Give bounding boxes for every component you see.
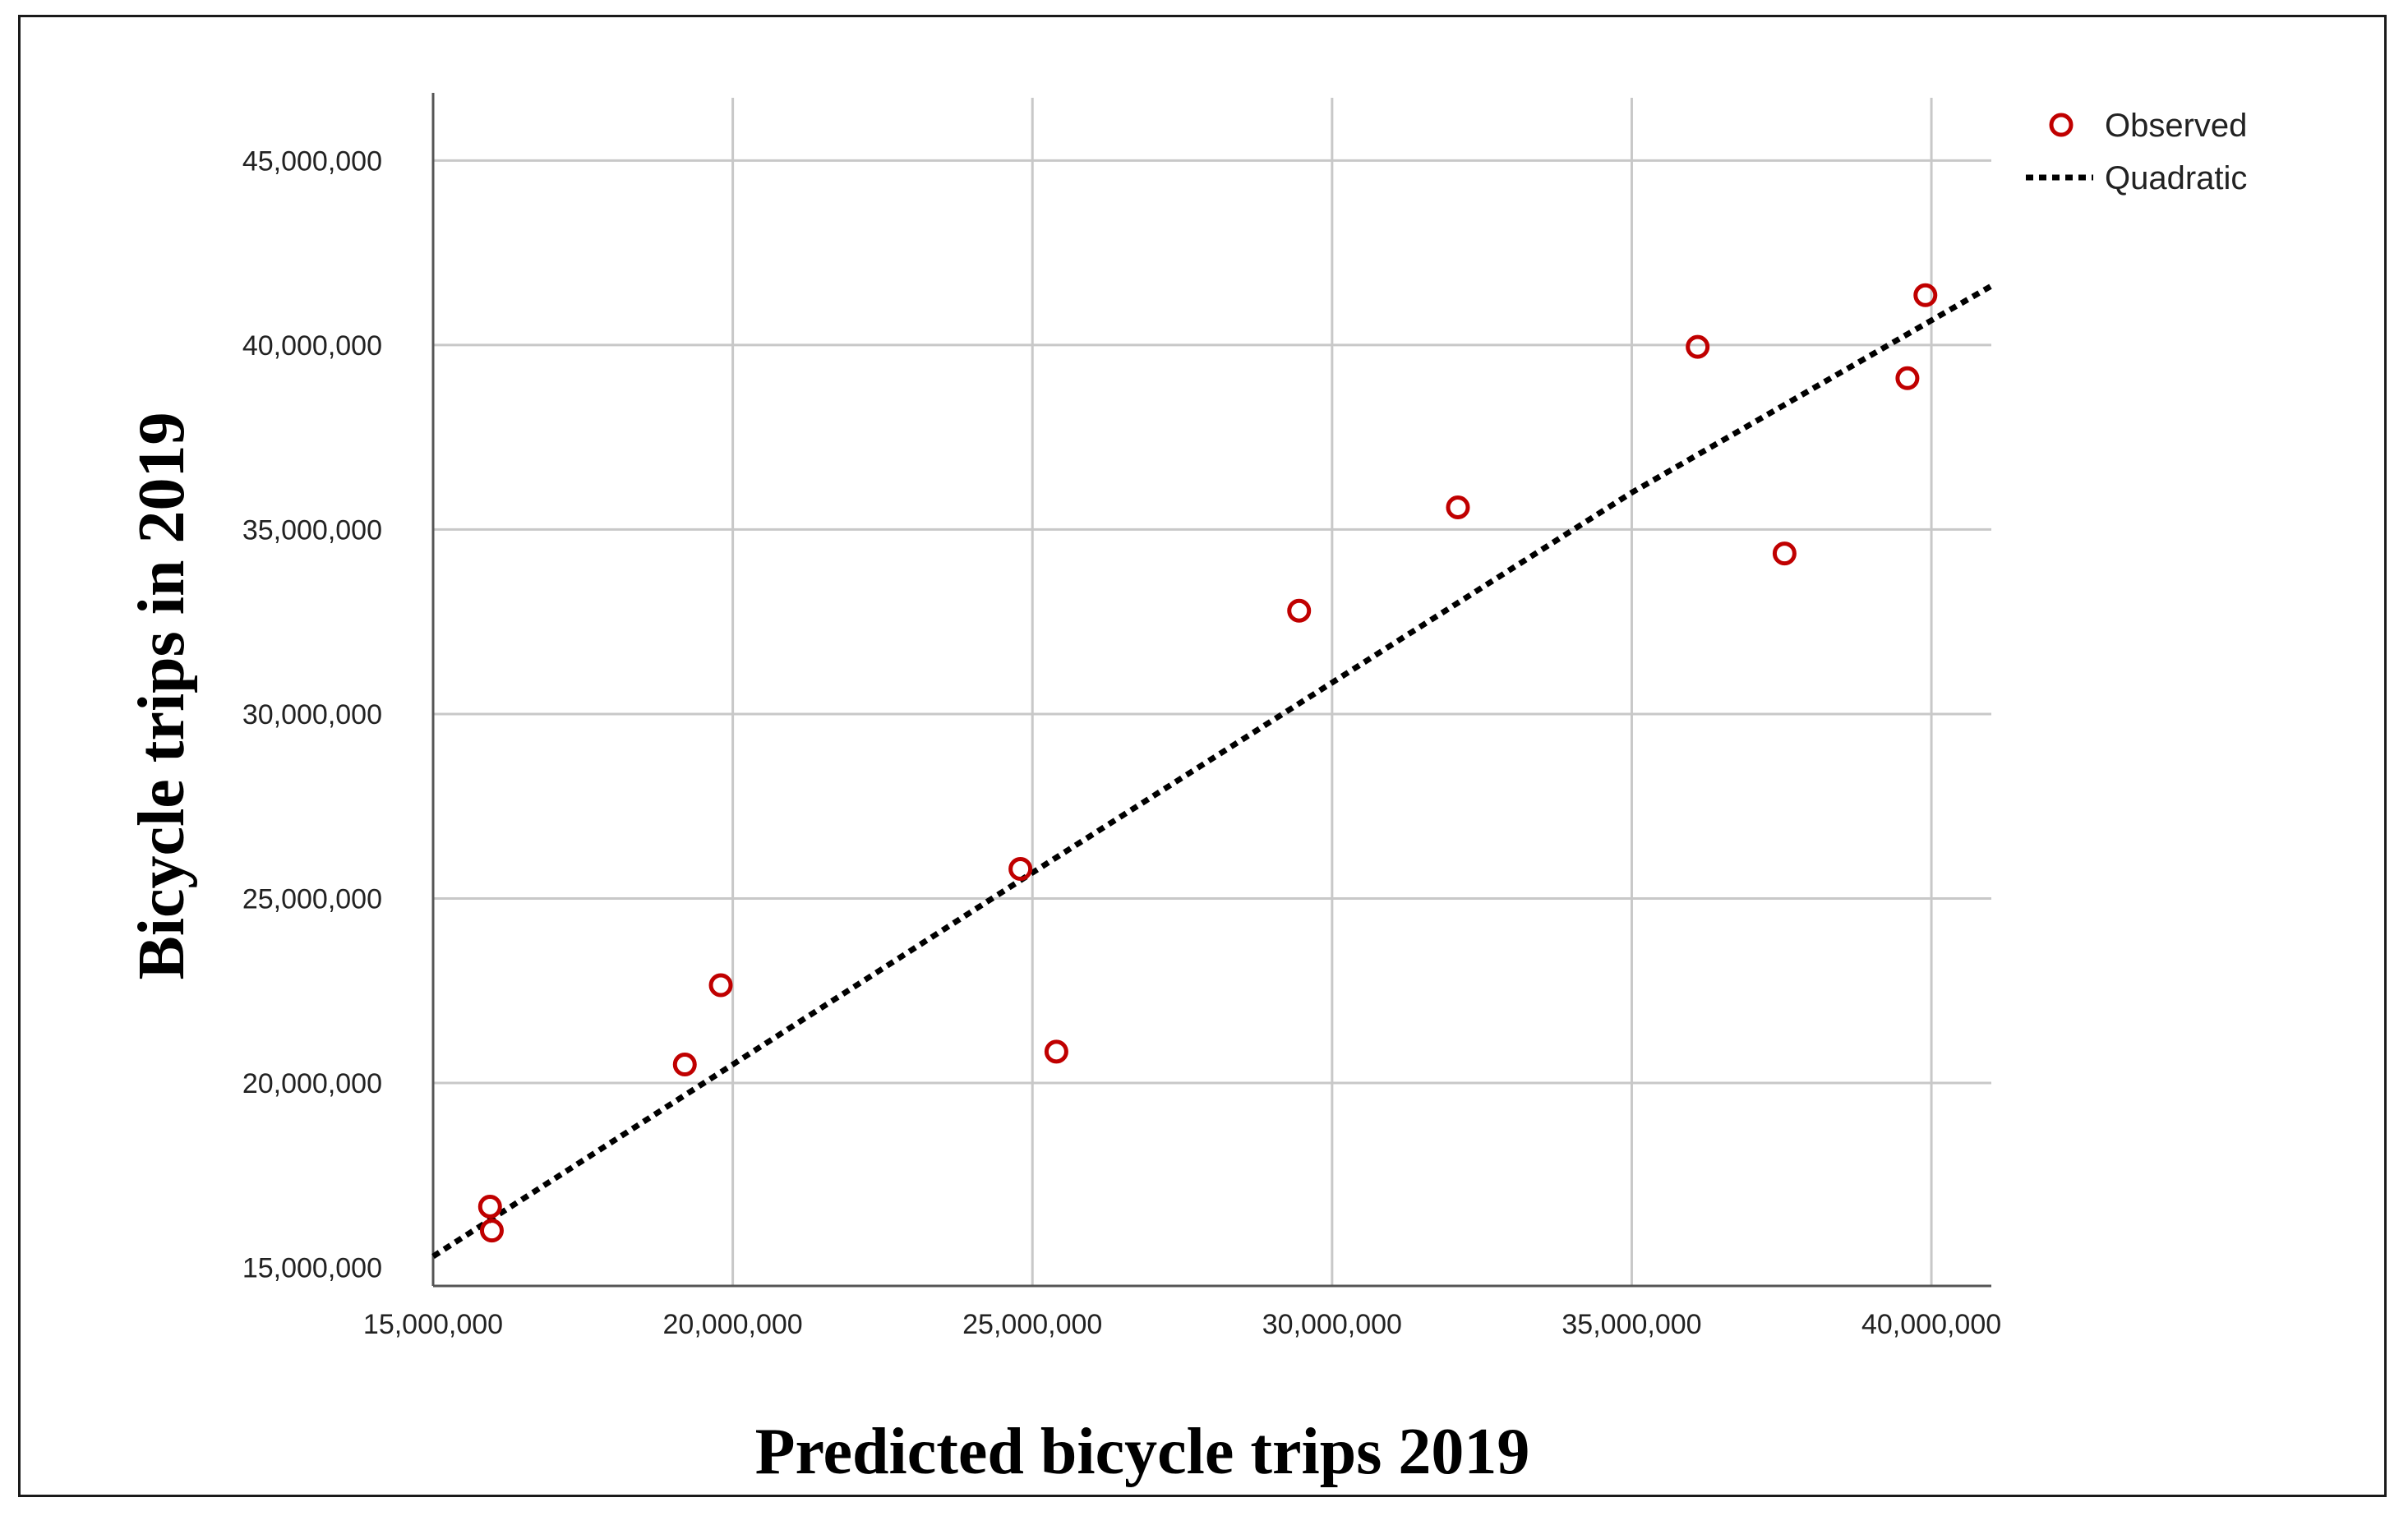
legend-quadratic-label: Quadratic [2105, 160, 2247, 196]
observed-point [1446, 495, 1470, 519]
scatter-chart: 15,000,000 20,000,000 25,000,000 30,000,000… [126, 93, 2247, 1488]
y-tick-label: 20,000,000 [242, 1068, 382, 1099]
observed-point [1008, 857, 1033, 882]
observed-point [708, 973, 733, 998]
chart-frame: 15,000,000 20,000,000 25,000,000 30,000,000… [18, 15, 2387, 1497]
y-tick-labels: 15,000,000 20,000,000 25,000,000 30,000,000… [242, 145, 382, 1283]
observed-point [1044, 1039, 1068, 1064]
x-tick-label: 40,000,000 [1861, 1309, 2001, 1340]
quadratic-fit-line [431, 283, 1993, 1260]
observed-points [477, 283, 1938, 1243]
x-tick-label: 25,000,000 [962, 1309, 1102, 1340]
y-axis-title: Bicycle trips in 2019 [126, 412, 198, 979]
observed-point [1772, 541, 1797, 566]
observed-point [672, 1053, 697, 1077]
observed-point [1895, 366, 1920, 390]
x-tick-label: 20,000,000 [663, 1309, 803, 1340]
quadratic-fit-line [431, 283, 1993, 1260]
y-tick-label: 30,000,000 [242, 699, 382, 730]
observed-point [1913, 283, 1938, 307]
y-tick-label: 15,000,000 [242, 1253, 382, 1284]
y-tick-label: 25,000,000 [242, 883, 382, 915]
grid [433, 98, 1991, 1286]
axes [431, 93, 1991, 1288]
y-tick-label: 35,000,000 [242, 514, 382, 546]
observed-point [479, 1219, 504, 1243]
observed-point [1287, 598, 1312, 623]
x-tick-labels: 15,000,000 20,000,000 25,000,000 30,000,000… [363, 1309, 2001, 1340]
legend-observed-label: Observed [2105, 108, 2247, 144]
x-tick-label: 35,000,000 [1562, 1309, 1701, 1340]
observed-point [477, 1194, 502, 1219]
x-tick-label: 30,000,000 [1262, 1309, 1402, 1340]
legend: Observed Quadratic [2026, 108, 2247, 196]
x-axis-title: Predicted bicycle trips 2019 [755, 1416, 1530, 1488]
y-tick-label: 45,000,000 [242, 145, 382, 177]
y-tick-label: 40,000,000 [242, 330, 382, 362]
x-tick-label: 15,000,000 [363, 1309, 503, 1340]
observed-point [1686, 334, 1710, 359]
legend-observed-marker [2049, 113, 2074, 137]
